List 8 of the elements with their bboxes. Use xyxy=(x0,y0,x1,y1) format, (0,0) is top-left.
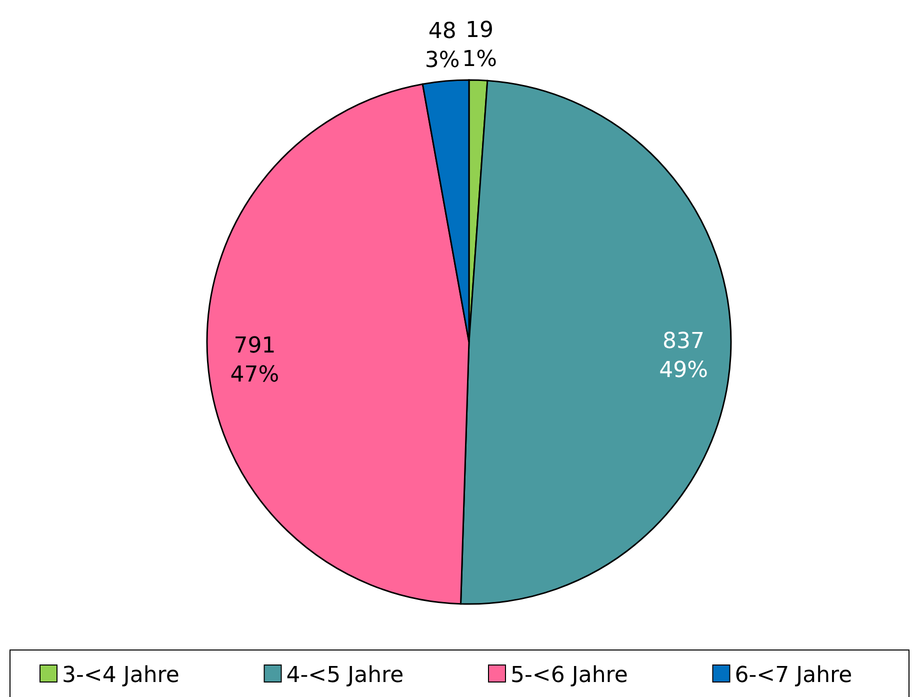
data-label: 48 3% xyxy=(424,19,460,74)
legend-label: 5-<6 Jahre xyxy=(510,663,628,688)
data-label: 791 47% xyxy=(230,334,280,388)
legend-label: 3-<4 Jahre xyxy=(62,663,180,688)
legend-label: 6-<7 Jahre xyxy=(734,663,852,688)
data-label: 837 49% xyxy=(659,328,708,383)
legend-label: 4-<5 Jahre xyxy=(286,663,404,688)
data-label: 19 1% xyxy=(462,18,498,72)
